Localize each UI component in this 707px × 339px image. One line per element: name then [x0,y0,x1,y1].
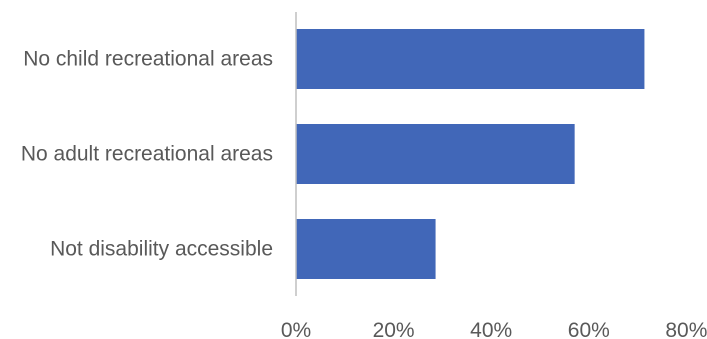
x-tick-label-2: 40% [470,319,512,339]
x-tick-label-4: 80% [665,319,707,339]
category-labels: No child recreational areas No adult recr… [21,48,273,261]
x-tick-label-1: 20% [373,319,415,339]
bar-1 [296,124,575,184]
category-label-1: No adult recreational areas [21,143,273,166]
x-axis-tick-labels: 0% 20% 40% 60% 80% [281,319,707,339]
bars-group [296,29,645,279]
x-tick-label-3: 60% [568,319,610,339]
category-label-2: Not disability accessible [50,238,273,261]
category-label-0: No child recreational areas [23,48,273,71]
bar-0 [296,29,645,89]
x-tick-label-0: 0% [281,319,311,339]
bar-2 [296,219,436,279]
